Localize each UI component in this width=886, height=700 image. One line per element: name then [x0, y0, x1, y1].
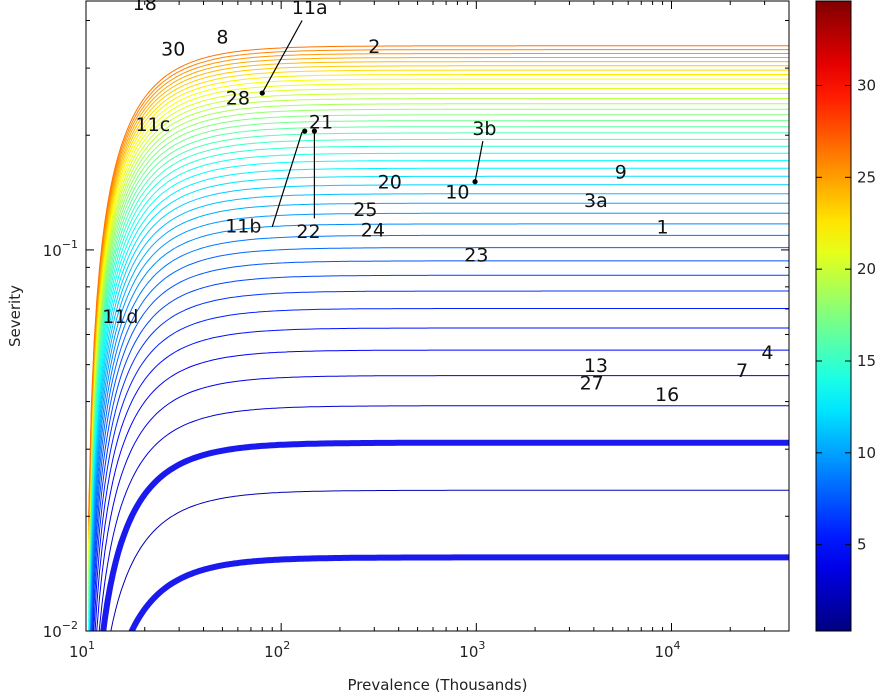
contour-line — [88, 152, 789, 623]
colorbar-tick-label: 15 — [857, 352, 876, 370]
contour-line — [88, 145, 789, 616]
contour-line — [88, 45, 789, 515]
y-tick-label: 10−2 — [43, 619, 78, 641]
contour-lines — [88, 45, 789, 631]
point-label: 22 — [296, 221, 320, 243]
contour-line — [88, 65, 789, 535]
contour-line — [94, 349, 789, 631]
point-label: 3a — [584, 190, 608, 212]
contour-line — [88, 126, 789, 596]
point-label: 13 — [584, 355, 608, 377]
colorbar-ticks: 5 10 15 20 25 30 — [816, 76, 876, 554]
point-label: 18 — [133, 0, 157, 15]
contour-line — [88, 69, 789, 540]
leader-line — [261, 20, 303, 94]
colorbar-gradient — [815, 0, 852, 632]
contour-line — [88, 114, 789, 584]
contour-line — [88, 138, 789, 609]
contour-line — [91, 274, 789, 631]
x-axis-label: Prevalence (Thousands) — [348, 676, 528, 694]
highlight-contour-line — [100, 439, 789, 631]
contour-line — [88, 57, 789, 527]
contour-line — [88, 74, 789, 544]
x-tick-label: 102 — [264, 639, 290, 661]
contour-line — [88, 175, 789, 631]
y-tick-label: 10−1 — [43, 238, 78, 260]
colorbar-tick-label: 30 — [857, 76, 876, 94]
leader-line — [271, 131, 303, 227]
contour-line — [91, 290, 789, 631]
point-marker — [311, 128, 317, 134]
point-marker — [302, 128, 308, 134]
contour-line — [88, 61, 789, 531]
colorbar-tick-label: 10 — [857, 444, 876, 462]
contour-line — [98, 405, 789, 631]
point-label: 30 — [161, 38, 185, 60]
contour-line — [88, 108, 789, 579]
point-label: 1 — [657, 217, 669, 239]
contour-line — [88, 83, 789, 553]
contour-line — [110, 489, 789, 631]
leader-lines — [259, 20, 484, 227]
contour-line — [88, 53, 789, 523]
point-label: 3b — [472, 118, 496, 140]
point-labels: 18 11a 8 30 2 28 11c 21 3b 20 10 9 3a 25 11b 22 24 1 23 11d… — [102, 0, 773, 406]
point-label: 23 — [464, 244, 488, 266]
contour-line — [88, 78, 789, 549]
point-label: 11d — [102, 306, 138, 328]
point-marker — [472, 179, 478, 185]
contour-line — [88, 103, 789, 573]
x-tick-label: 101 — [69, 639, 95, 661]
contour-line — [88, 193, 789, 631]
point-label: 27 — [580, 372, 604, 394]
colorbar-tick-label: 20 — [857, 260, 876, 278]
contour-line — [89, 223, 789, 631]
contour-line — [92, 308, 789, 631]
contour-line — [88, 167, 789, 631]
point-label: 11a — [292, 0, 328, 19]
contour-line — [89, 234, 789, 631]
contour-line — [88, 160, 789, 630]
point-label: 4 — [761, 342, 773, 364]
point-label: 21 — [309, 112, 333, 134]
point-label: 8 — [216, 26, 228, 48]
contour-line — [88, 49, 789, 519]
point-label: 9 — [615, 162, 627, 184]
point-label: 24 — [361, 220, 385, 242]
contour-line — [88, 93, 789, 563]
leader-line — [474, 140, 484, 182]
point-label: 28 — [226, 87, 250, 109]
point-label: 10 — [445, 182, 469, 204]
colorbar-tick-label: 25 — [857, 168, 876, 186]
contour-line — [89, 202, 789, 631]
point-label: 7 — [736, 360, 748, 382]
contour-line — [88, 120, 789, 590]
point-marker — [259, 90, 265, 96]
colorbar: 5 10 15 20 25 30 — [815, 0, 876, 632]
y-axis-label: Severity — [6, 285, 24, 347]
highlight-contour-line — [128, 554, 789, 631]
x-tick-label: 103 — [459, 639, 485, 661]
contour-line — [90, 260, 789, 631]
contour-line — [88, 98, 789, 568]
contour-line — [88, 88, 789, 558]
point-label: 2 — [368, 36, 380, 58]
point-label: 11c — [136, 114, 171, 136]
contour-line — [89, 212, 789, 631]
x-tick-label: 104 — [654, 639, 680, 661]
contour-line — [96, 375, 789, 631]
contour-line — [93, 327, 789, 631]
plot-frame — [85, 0, 790, 632]
point-label: 16 — [655, 384, 679, 406]
point-label: 25 — [353, 199, 377, 221]
point-label: 20 — [378, 171, 402, 193]
contour-line — [88, 184, 789, 631]
contour-line — [88, 132, 789, 602]
contour-line — [89, 247, 789, 631]
colorbar-tick-label: 5 — [857, 536, 867, 554]
point-label: 11b — [225, 215, 261, 237]
